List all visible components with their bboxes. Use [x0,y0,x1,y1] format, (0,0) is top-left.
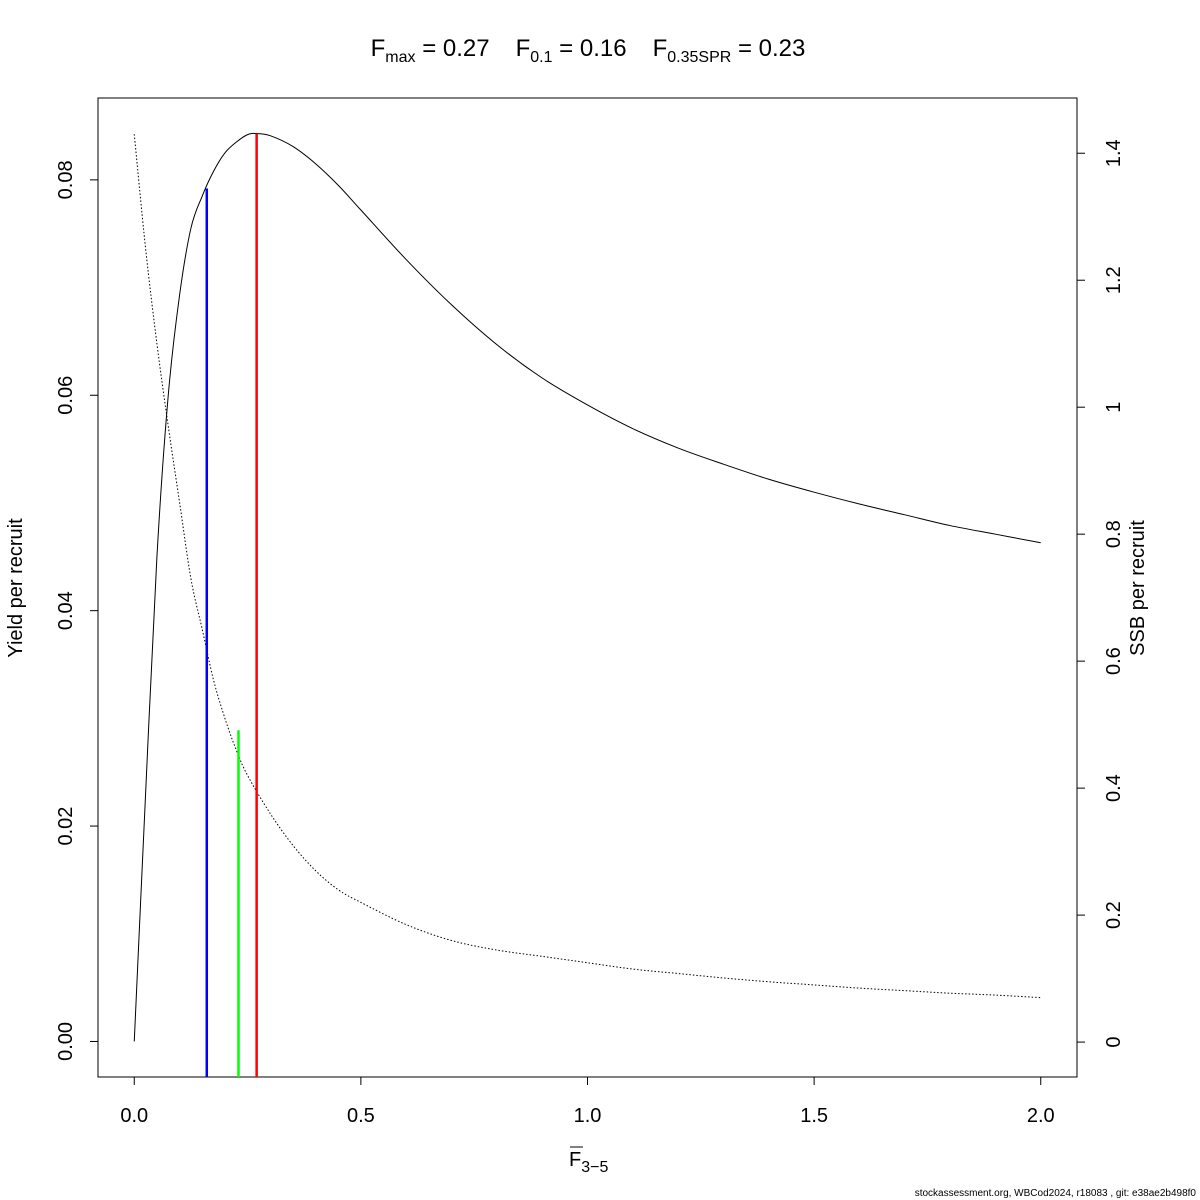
title-f01-value: = 0.16 [553,35,627,62]
plot-frame [97,97,1078,1078]
y2-axis-label: SSB per recruit [1127,520,1149,656]
y2-tick-label: 0.4 [1103,774,1125,802]
series-layer [133,132,1041,1042]
x-tick-label: 0.0 [120,1105,148,1127]
y2-tick-label: 0.6 [1103,647,1125,675]
y-tick-label: 0.04 [55,591,77,630]
title-fmax-sub: max [385,49,415,66]
footer-credit: stockassessment.org, WBCod2024, r18083 ,… [915,1188,1197,1199]
title-fspr-value: = 0.23 [731,35,805,62]
x-axis-label-sub: 3−5 [581,1159,608,1176]
y-tick-label: 0.06 [55,376,77,415]
title-fmax-value: = 0.27 [416,35,490,62]
x-tick-label: 1.5 [800,1105,828,1127]
title-fmax-main: F [371,35,386,62]
x-tick-label: 0.5 [347,1105,375,1127]
title-fspr-sub: 0.35SPR [667,49,731,66]
y2-tick-label: 1.2 [1103,266,1125,294]
y-tick-label: 0.00 [55,1022,77,1061]
axes: 0.0 0.5 1.0 1.5 2.0 0.00 0.02 0.04 0.06 0.08 0 0.2 0… [55,139,1125,1127]
y2-tick-label: 1 [1103,402,1125,413]
yield-per-recruit-line [133,132,1041,1042]
title-f01-sub: 0.1 [530,49,552,66]
y2-tick-label: 0.8 [1103,520,1125,548]
y-axis-label: Yield per recruit [5,518,27,658]
x-tick-label: 2.0 [1027,1105,1055,1127]
x-axis-label: F3−5 [569,1149,608,1176]
y2-tick-label: 1.4 [1103,139,1125,167]
x-axis-label-main: F [569,1149,581,1171]
y2-tick-label: 0 [1103,1037,1125,1048]
reference-lines [205,133,258,1077]
title-f01-main: F [516,35,531,62]
y-tick-label: 0.08 [55,160,77,199]
x-tick-label: 1.0 [574,1105,602,1127]
chart-title: Fmax = 0.27 F0.1 = 0.16 F0.35SPR = 0.23 [371,35,806,66]
y-tick-label: 0.02 [55,807,77,846]
title-fspr-main: F [653,35,668,62]
ssb-per-recruit-line [133,134,1041,999]
y2-tick-label: 0.2 [1103,901,1125,929]
